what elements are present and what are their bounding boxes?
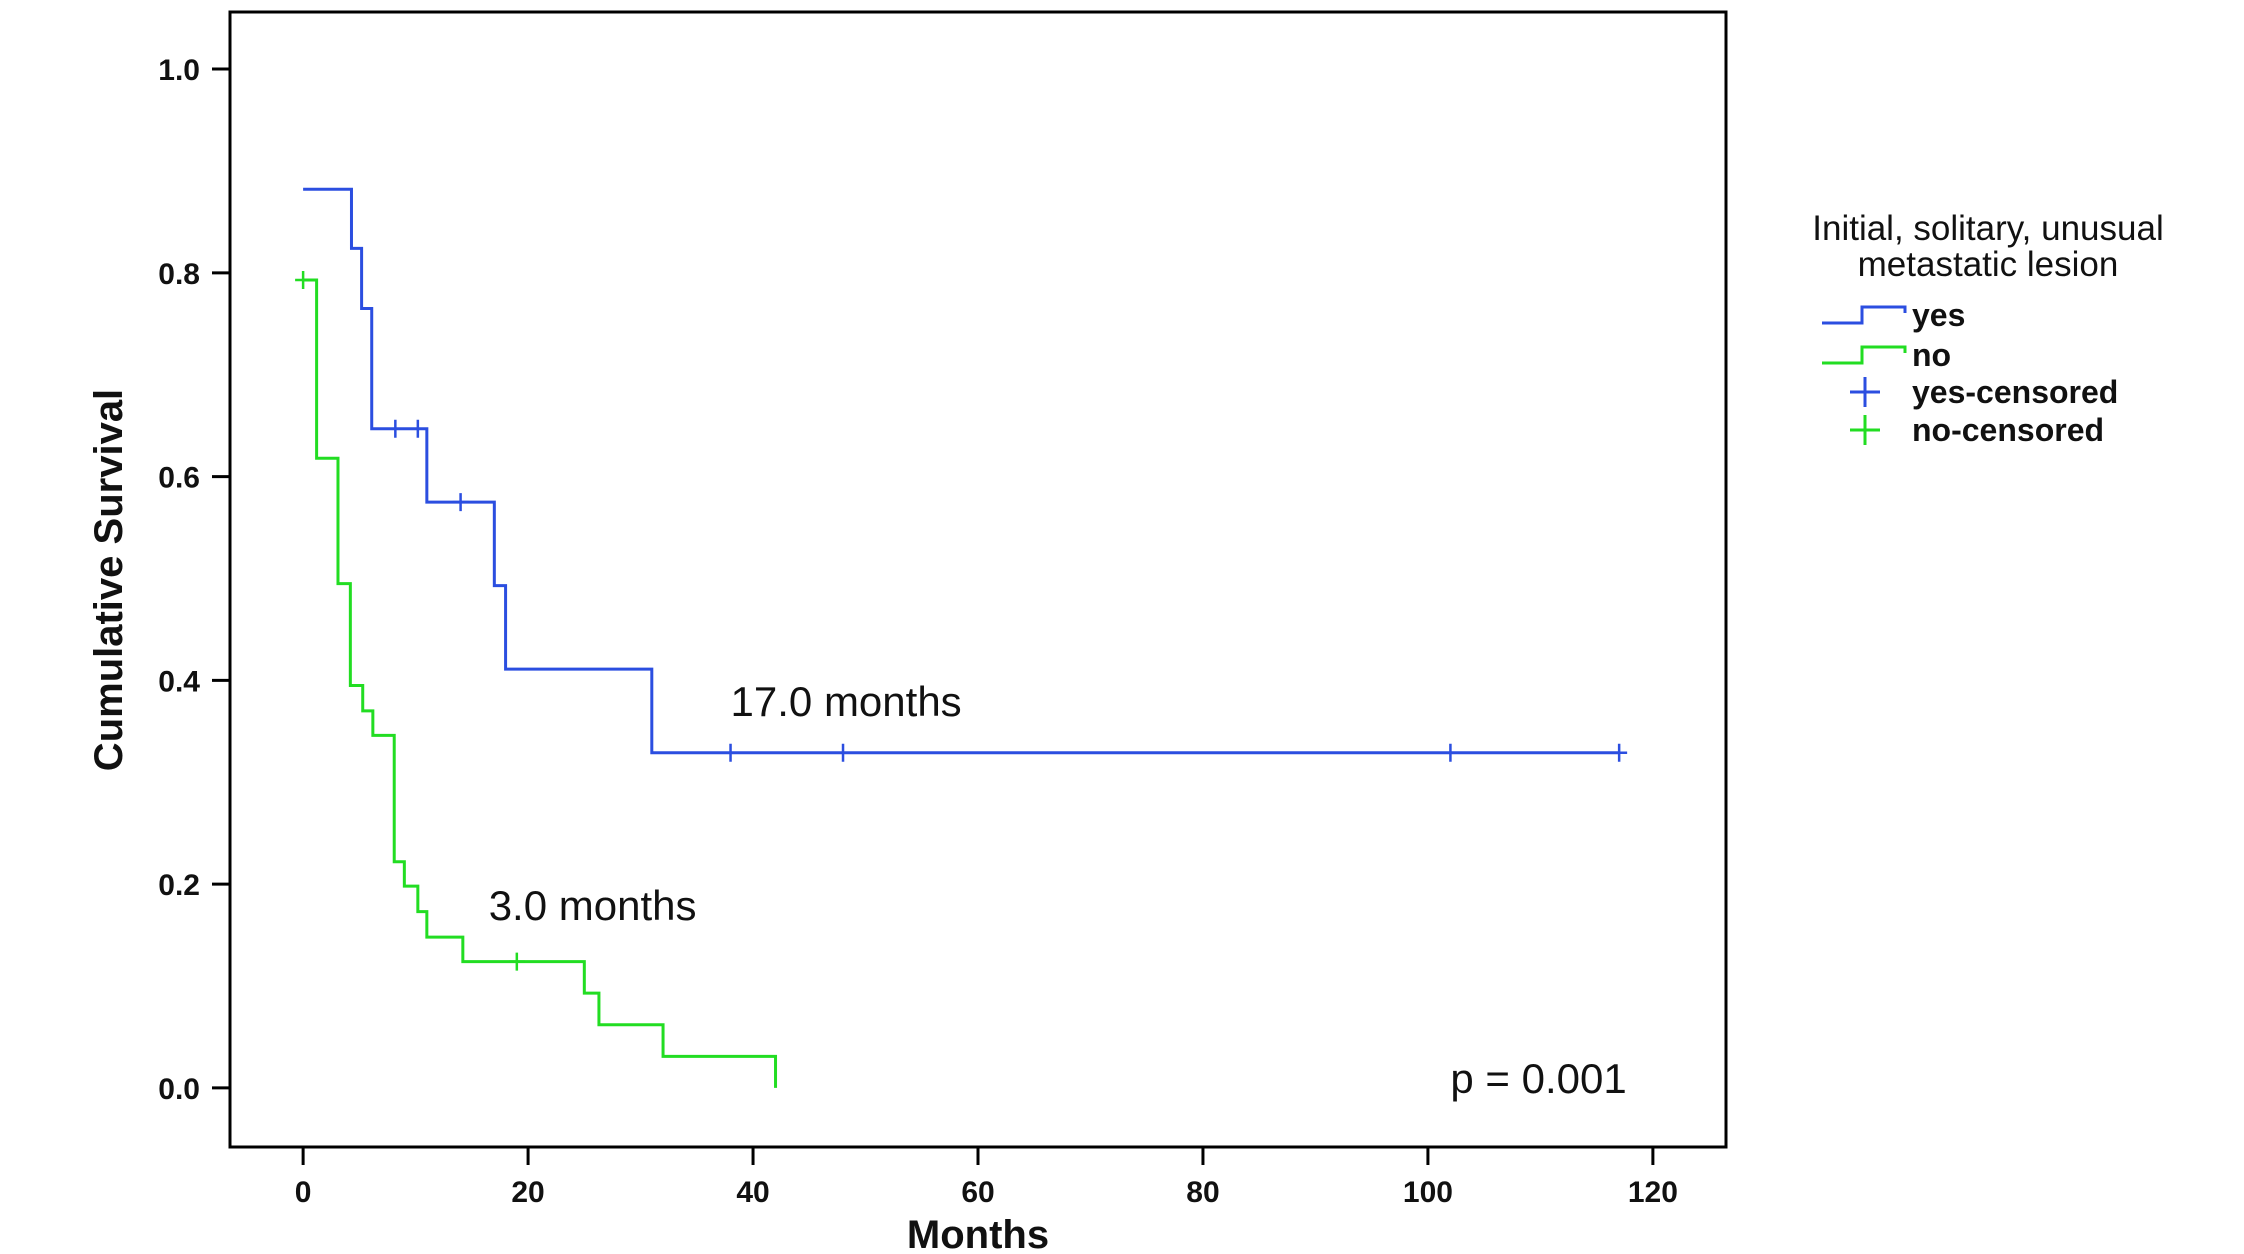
legend-swatch-yes bbox=[1822, 305, 1907, 325]
x-tick-label-3: 60 bbox=[961, 1176, 994, 1209]
x-tick-label-1: 20 bbox=[511, 1176, 544, 1209]
legend-title-line-1: Initial, solitary, unusual bbox=[1812, 209, 2163, 248]
legend-label-no: no bbox=[1912, 337, 1951, 373]
x-tick-label-0: 0 bbox=[295, 1176, 312, 1209]
x-axis: 0 20 40 60 80 100 120 bbox=[295, 1147, 1678, 1209]
y-tick-label-3: 0.6 bbox=[158, 462, 200, 495]
plot-frame bbox=[228, 10, 1728, 1149]
annotation-1: 3.0 months bbox=[489, 882, 697, 929]
censor-mark-yes-6 bbox=[1611, 743, 1628, 762]
censor-mark-yes-1 bbox=[409, 419, 426, 438]
y-tick-label-4: 0.8 bbox=[158, 258, 200, 291]
y-axis: 0.0 0.2 0.4 0.6 0.8 1.0 bbox=[158, 54, 230, 1106]
censor-mark-no-0 bbox=[295, 270, 312, 289]
series-yes-line bbox=[303, 187, 1620, 755]
legend-label-yes: yes bbox=[1912, 297, 1965, 333]
legend-swatch-yes-censored bbox=[1850, 377, 1880, 407]
legend-title-line-2: metastatic lesion bbox=[1858, 245, 2119, 284]
series-layer bbox=[295, 187, 1628, 1088]
y-tick-label-2: 0.4 bbox=[158, 665, 200, 698]
censor-mark-yes-0 bbox=[387, 419, 404, 438]
censor-mark-yes-5 bbox=[1442, 743, 1459, 762]
legend-swatch-no bbox=[1822, 345, 1907, 365]
legend: Initial, solitary, unusual metastatic le… bbox=[1812, 209, 2163, 448]
x-tick-label-4: 80 bbox=[1186, 1176, 1219, 1209]
x-tick-label-2: 40 bbox=[736, 1176, 769, 1209]
censor-mark-yes-3 bbox=[722, 743, 739, 762]
censor-mark-yes-4 bbox=[835, 743, 852, 762]
x-axis-title: Months bbox=[907, 1213, 1049, 1254]
censor-mark-no-1 bbox=[508, 952, 525, 971]
annotation-2: p = 0.001 bbox=[1450, 1055, 1626, 1102]
y-tick-label-5: 1.0 bbox=[158, 54, 200, 87]
annotation-0: 17.0 months bbox=[731, 678, 962, 725]
series-no-line bbox=[303, 278, 778, 1088]
x-tick-label-6: 120 bbox=[1628, 1176, 1678, 1209]
y-axis-title: Cumulative Survival bbox=[87, 389, 131, 771]
legend-swatch-no-censored bbox=[1850, 415, 1880, 445]
annotations: 17.0 months 3.0 months p = 0.001 bbox=[489, 678, 1627, 1102]
legend-label-no-censored: no-censored bbox=[1912, 412, 2104, 448]
y-tick-label-1: 0.2 bbox=[158, 869, 200, 902]
x-tick-label-5: 100 bbox=[1403, 1176, 1453, 1209]
censor-mark-yes-2 bbox=[452, 493, 469, 512]
legend-label-yes-censored: yes-censored bbox=[1912, 374, 2118, 410]
y-tick-label-0: 0.0 bbox=[158, 1073, 200, 1106]
